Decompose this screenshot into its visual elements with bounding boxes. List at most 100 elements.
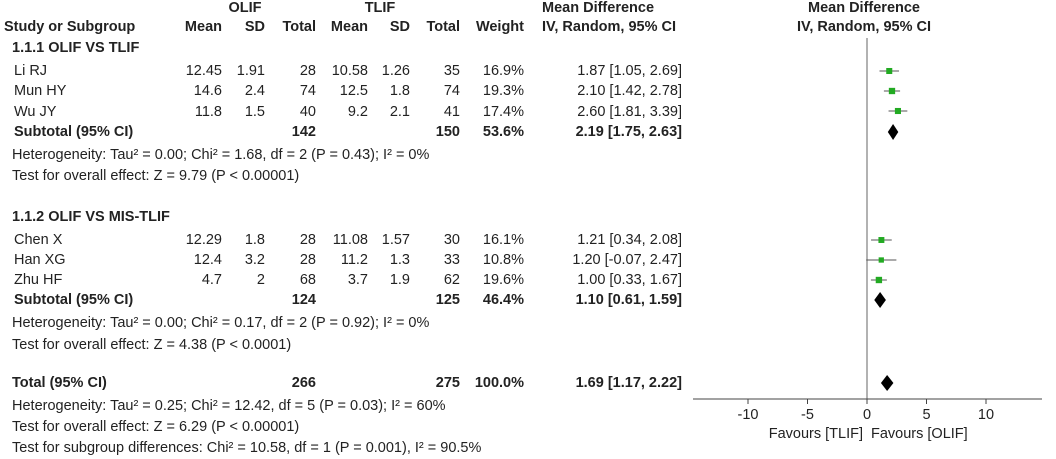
total1: 28 [299, 252, 316, 268]
mean2: 9.2 [347, 104, 368, 120]
summary-diamond [880, 375, 894, 391]
sd1: 1.8 [244, 232, 265, 248]
sd2: 2.1 [389, 104, 410, 120]
sd1: 2 [256, 272, 265, 288]
total2: 35 [443, 63, 460, 79]
study-name: Han XG [14, 252, 66, 268]
weight: 10.8% [482, 252, 524, 268]
weight: 16.1% [482, 232, 524, 248]
subtotal-weight: 53.6% [482, 124, 524, 140]
sd1: 1.5 [244, 104, 265, 120]
summary-diamond [874, 292, 886, 308]
total-total2: 275 [435, 375, 460, 391]
total-ci: 1.69 [1.17, 2.22] [575, 375, 682, 391]
study-marker [888, 87, 896, 95]
subtotal-total1: 142 [291, 124, 316, 140]
mean1: 12.4 [193, 252, 222, 268]
summary-diamond [887, 124, 899, 140]
subgroup-differences-text: Test for subgroup differences: Chi² = 10… [12, 440, 482, 456]
col-sd2: SD [389, 19, 410, 35]
mean2: 12.5 [339, 83, 368, 99]
subgroup-title: 1.1.1 OLIF VS TLIF [12, 40, 140, 56]
weight: 19.6% [482, 272, 524, 288]
x-tick-label: 10 [978, 407, 994, 423]
col-study: Study or Subgroup [4, 19, 136, 35]
col-mean2: Mean [330, 19, 368, 35]
study-name: Zhu HF [14, 272, 63, 288]
subtotal-label: Subtotal (95% CI) [14, 292, 134, 308]
col-total2: Total [426, 19, 460, 35]
md-plot-title: Mean Difference [807, 0, 920, 16]
mean-diff-ci: 2.60 [1.81, 3.39] [577, 104, 682, 120]
col-mean1: Mean [184, 19, 222, 35]
favours-right-label: Favours [OLIF] [871, 426, 968, 442]
mean2: 11.2 [340, 252, 368, 268]
mean-diff-ci: 1.00 [0.33, 1.67] [577, 272, 682, 288]
overall-effect-text: Test for overall effect: Z = 9.79 (P < 0… [12, 168, 300, 184]
sd2: 1.3 [389, 252, 410, 268]
heterogeneity-text: Heterogeneity: Tau² = 0.00; Chi² = 0.17,… [12, 315, 430, 331]
subgroup-title: 1.1.2 OLIF VS MIS-TLIF [12, 209, 170, 225]
total2: 41 [443, 104, 460, 120]
col-sd1: SD [244, 19, 265, 35]
group2-header: TLIF [364, 0, 396, 16]
study-marker [886, 67, 893, 75]
mean1: 12.29 [185, 232, 222, 248]
weight: 17.4% [482, 104, 524, 120]
subtotal-ci: 2.19 [1.75, 2.63] [575, 124, 682, 140]
study-marker [875, 276, 883, 284]
x-tick-label: 0 [863, 407, 871, 423]
mean2: 11.08 [332, 232, 368, 248]
favours-left-label: Favours [TLIF] [769, 426, 863, 442]
mean-diff-ci: 2.10 [1.42, 2.78] [577, 83, 682, 99]
mean1: 12.45 [185, 63, 222, 79]
x-tick-label: 5 [922, 407, 930, 423]
subtotal-weight: 46.4% [482, 292, 524, 308]
total-weight: 100.0% [474, 375, 524, 391]
total2: 30 [443, 232, 460, 248]
subtotal-total2: 125 [435, 292, 460, 308]
sd1: 2.4 [244, 83, 265, 99]
total1: 68 [299, 272, 316, 288]
x-tick-label: -5 [801, 407, 814, 423]
mean1: 11.8 [194, 104, 222, 120]
subtotal-ci: 1.10 [0.61, 1.59] [575, 292, 682, 308]
sd1: 3.2 [244, 252, 265, 268]
mean1: 14.6 [193, 83, 222, 99]
total1: 28 [299, 232, 316, 248]
study-name: Wu JY [14, 104, 57, 120]
sd2: 1.57 [381, 232, 410, 248]
weight: 16.9% [482, 63, 524, 79]
md-table-subtitle: IV, Random, 95% CI [542, 19, 677, 35]
sd2: 1.26 [381, 63, 410, 79]
total2: 74 [443, 83, 460, 99]
study-name: Chen X [14, 232, 63, 248]
total1: 28 [299, 63, 316, 79]
weight: 19.3% [482, 83, 524, 99]
total-label: Total (95% CI) [12, 375, 107, 391]
mean-diff-ci: 1.21 [0.34, 2.08] [577, 232, 682, 248]
mean2: 10.58 [331, 63, 368, 79]
study-name: Li RJ [14, 63, 48, 79]
mean1: 4.7 [201, 272, 222, 288]
md-plot-subtitle: IV, Random, 95% CI [796, 19, 932, 35]
heterogeneity-text: Heterogeneity: Tau² = 0.00; Chi² = 1.68,… [12, 147, 430, 163]
md-table-title: Mean Difference [542, 0, 655, 16]
sd2: 1.8 [389, 83, 410, 99]
subtotal-total1: 124 [291, 292, 316, 308]
mean-diff-ci: 1.87 [1.05, 2.69] [577, 63, 682, 79]
total2: 62 [443, 272, 460, 288]
overall-effect-text: Test for overall effect: Z = 4.38 (P < 0… [12, 337, 292, 353]
subtotal-total2: 150 [435, 124, 460, 140]
study-marker [894, 107, 901, 115]
col-total1: Total [282, 19, 316, 35]
col-weight: Weight [475, 19, 524, 35]
study-marker [878, 237, 885, 243]
total1: 40 [299, 104, 316, 120]
total1: 74 [299, 83, 316, 99]
study-marker [878, 257, 884, 263]
total-total1: 266 [291, 375, 316, 391]
total2: 33 [443, 252, 460, 268]
x-tick-label: -10 [738, 407, 759, 423]
heterogeneity-text: Heterogeneity: Tau² = 0.25; Chi² = 12.42… [12, 398, 446, 414]
